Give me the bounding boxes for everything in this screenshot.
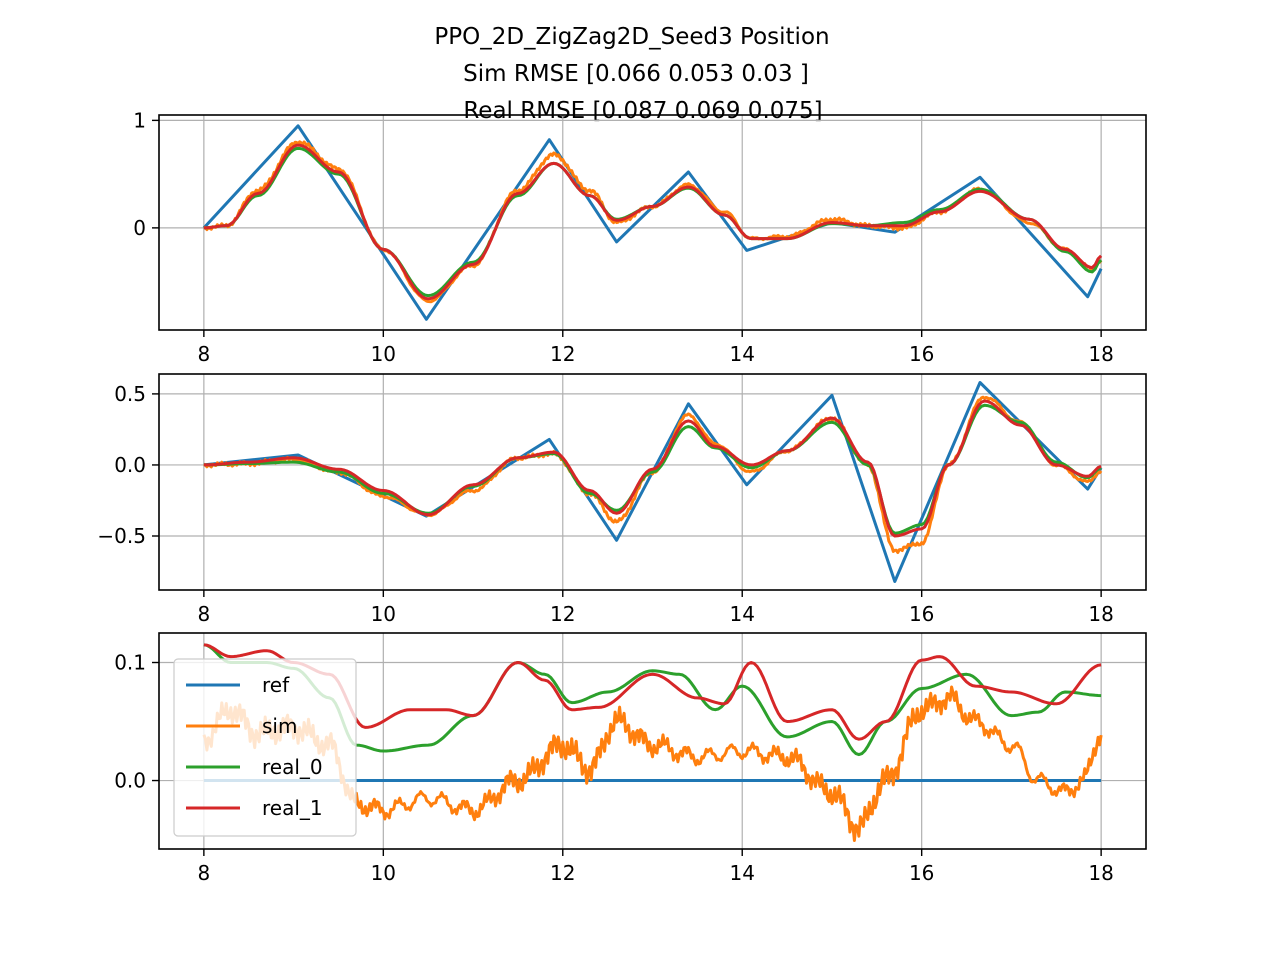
x-tick-label: 16 xyxy=(909,602,934,626)
legend: ref sim real_0 real_1 xyxy=(173,658,357,837)
legend-box xyxy=(173,658,357,837)
y-tick-label: −0.5 xyxy=(97,524,146,548)
legend-label-sim: sim xyxy=(262,714,297,738)
subplot-top: 8 10 12 14 16 18 0 1 xyxy=(133,108,1147,366)
title-line-1: PPO_2D_ZigZag2D_Seed3 Position xyxy=(434,24,829,50)
x-tick-label: 14 xyxy=(730,861,755,885)
x-tick-label: 12 xyxy=(550,861,575,885)
axes-frame xyxy=(158,114,1147,331)
subplot-middle: 8 10 12 14 16 18 −0.5 0.0 0.5 xyxy=(97,373,1147,626)
x-tick-label: 16 xyxy=(909,342,934,366)
x-tick-label: 10 xyxy=(371,342,396,366)
x-tick-label: 16 xyxy=(909,861,934,885)
x-tick-label: 18 xyxy=(1088,342,1113,366)
subplot-bottom: 8 10 12 14 16 18 0.0 0.1 ref sim real_0 real_1 xyxy=(114,632,1147,885)
y-tick-label: 0.0 xyxy=(114,769,146,793)
series-group xyxy=(203,381,1103,583)
x-tick-label: 10 xyxy=(371,861,396,885)
x-tick-label: 8 xyxy=(197,342,210,366)
series-line-real_1 xyxy=(203,399,1102,538)
title-line-3: Real RMSE [0.087 0.069 0.075] xyxy=(463,98,822,124)
x-tick-label: 14 xyxy=(730,342,755,366)
x-tick-label: 18 xyxy=(1088,602,1113,626)
x-tick-label: 10 xyxy=(371,602,396,626)
series-group xyxy=(202,124,1103,321)
x-tick-label: 12 xyxy=(550,342,575,366)
legend-label-ref: ref xyxy=(262,673,290,697)
y-tick-label: 0.5 xyxy=(114,382,146,406)
x-tick-label: 8 xyxy=(197,861,210,885)
x-tick-label: 14 xyxy=(730,602,755,626)
legend-label-real_1: real_1 xyxy=(262,796,323,820)
x-tick-label: 18 xyxy=(1088,861,1113,885)
y-tick-label: 0.0 xyxy=(114,453,146,477)
axes-frame xyxy=(158,632,1147,850)
x-tick-label: 12 xyxy=(550,602,575,626)
title-line-2: Sim RMSE [0.066 0.053 0.03 ] xyxy=(463,61,809,87)
y-tick-label: 0.1 xyxy=(114,651,146,675)
series-line-real_1 xyxy=(203,143,1103,301)
x-tick-label: 8 xyxy=(197,602,210,626)
axes-frame xyxy=(158,373,1147,591)
legend-label-real_0: real_0 xyxy=(262,755,323,779)
y-tick-label: 1 xyxy=(133,108,146,132)
y-tick-label: 0 xyxy=(133,216,146,240)
